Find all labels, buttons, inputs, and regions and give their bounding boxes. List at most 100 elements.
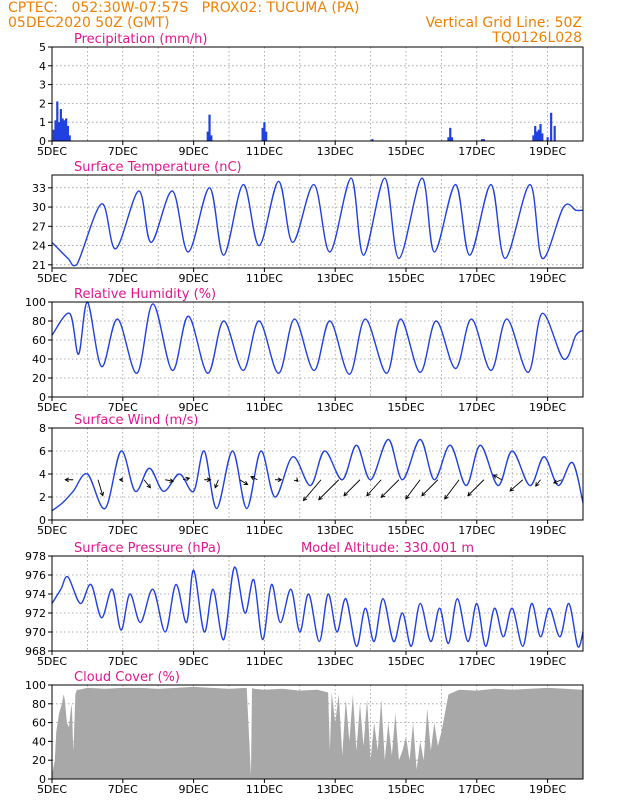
precip-bar: [210, 135, 213, 141]
wind-vector: [97, 479, 105, 497]
wind-vector: [509, 479, 524, 492]
y-tick-label: 24: [32, 240, 46, 253]
wind-vector: [380, 479, 400, 499]
x-tick-label: 13DEC: [317, 272, 354, 285]
precip-bar: [68, 135, 71, 141]
precip-bar: [206, 131, 209, 141]
panel-frame: [51, 427, 584, 521]
panel-title: Surface Pressure (hPa): [74, 541, 221, 556]
precip-bar: [61, 118, 64, 141]
x-tick-label: 5DEC: [37, 524, 67, 537]
panel-frame: [51, 684, 584, 780]
panel-frame: [51, 174, 584, 269]
wind-vector: [492, 474, 502, 481]
panel-frame: [51, 301, 584, 398]
precip-bar: [535, 131, 539, 141]
precip-bar: [263, 122, 266, 141]
precip-bar: [534, 125, 537, 141]
y-tick-label: 30: [32, 201, 46, 214]
panel-2: 0 20 40 60 80 100 5DEC 7DEC 9DEC 11DEC 13DEC 15DEC 1…: [25, 287, 584, 414]
wind-vector: [182, 476, 191, 482]
x-tick-label: 5DEC: [37, 272, 67, 285]
y-tick-label: 1: [39, 116, 46, 129]
precip-bar: [371, 139, 374, 141]
panel-5: 0 20 40 60 80 100 5DEC 7DEC 9DEC 11DEC 13DEC 15DEC 1…: [25, 670, 584, 796]
wind-vector: [467, 479, 485, 497]
y-tick-label: 100: [25, 679, 46, 692]
precip-bar: [56, 101, 59, 141]
y-tick-label: 33: [32, 182, 46, 195]
station-header: CPTEC: 052:30W-07:57S PROX02: TUCUMA (PA…: [8, 0, 360, 16]
x-tick-label: 5DEC: [37, 145, 67, 158]
wind-vector: [343, 479, 361, 497]
x-tick-label: 7DEC: [108, 783, 138, 796]
y-tick-label: 40: [32, 353, 46, 366]
x-tick-label: 5DEC: [37, 783, 67, 796]
x-tick-label: 19DEC: [529, 272, 566, 285]
wind-vector: [302, 479, 322, 502]
series-line: [51, 301, 584, 375]
precip-bar: [482, 139, 485, 141]
y-tick-label: 5: [39, 41, 46, 54]
y-tick-label: 970: [25, 626, 46, 639]
panel-title: Surface Wind (m/s): [74, 413, 198, 428]
x-tick-label: 13DEC: [317, 655, 354, 668]
x-tick-label: 5DEC: [37, 401, 67, 414]
x-tick-label: 15DEC: [387, 524, 424, 537]
panel-title: Surface Temperature (nC): [74, 160, 242, 175]
precip-bar: [57, 122, 61, 141]
precip-bar: [532, 135, 535, 141]
x-tick-label: 7DEC: [108, 655, 138, 668]
x-tick-label: 11DEC: [246, 145, 283, 158]
x-tick-label: 17DEC: [458, 145, 495, 158]
x-tick-label: 11DEC: [246, 655, 283, 668]
precip-bar: [54, 120, 57, 141]
wind-vector: [444, 479, 460, 500]
wind-vector: [318, 479, 340, 501]
vertical-grid-note: Vertical Grid Line: 50Z: [425, 15, 582, 31]
wind-vector: [250, 475, 258, 481]
y-tick-label: 974: [25, 588, 46, 601]
run-code: TQ0126L028: [492, 30, 582, 46]
x-tick-label: 7DEC: [108, 524, 138, 537]
y-tick-label: 0: [39, 514, 46, 527]
x-tick-label: 11DEC: [246, 401, 283, 414]
precip-bar: [481, 139, 484, 141]
y-tick-label: 968: [25, 645, 46, 658]
y-tick-label: 80: [32, 698, 46, 711]
precip-bar: [208, 114, 211, 141]
x-tick-label: 11DEC: [246, 524, 283, 537]
y-tick-label: 40: [32, 735, 46, 748]
panel-3: 0 2 4 6 8 5DEC 7DEC 9DEC 11DEC 13DEC 15DEC 17DEC 19D…: [37, 413, 584, 537]
x-tick-label: 9DEC: [179, 145, 209, 158]
wind-vector: [118, 477, 124, 483]
y-tick-label: 20: [32, 754, 46, 767]
x-tick-label: 9DEC: [179, 524, 209, 537]
x-tick-label: 15DEC: [387, 655, 424, 668]
x-tick-label: 13DEC: [317, 524, 354, 537]
y-tick-label: 4: [39, 60, 46, 73]
panel-1: 21 24 27 30 33 5DEC 7DEC 9DEC 11DEC 13DEC 15DEC 17D…: [32, 160, 584, 285]
wind-vector: [405, 479, 421, 500]
x-tick-label: 17DEC: [458, 272, 495, 285]
x-tick-label: 7DEC: [108, 401, 138, 414]
precip-bar: [539, 124, 542, 141]
x-tick-label: 9DEC: [179, 655, 209, 668]
wind-vector: [239, 479, 249, 486]
wind-vector: [293, 477, 299, 483]
x-tick-label: 19DEC: [529, 401, 566, 414]
wind-vector: [421, 479, 439, 497]
x-tick-label: 19DEC: [529, 145, 566, 158]
panel-frame: [51, 46, 584, 142]
precip-bar: [450, 137, 454, 141]
x-tick-label: 19DEC: [529, 524, 566, 537]
y-tick-label: 0: [39, 135, 46, 148]
x-tick-label: 17DEC: [458, 783, 495, 796]
precip-bar: [537, 129, 540, 141]
y-tick-label: 60: [32, 334, 46, 347]
wind-vector: [214, 479, 219, 489]
x-tick-label: 11DEC: [246, 783, 283, 796]
x-tick-label: 15DEC: [387, 783, 424, 796]
x-tick-label: 9DEC: [179, 401, 209, 414]
wind-vector: [366, 479, 382, 497]
